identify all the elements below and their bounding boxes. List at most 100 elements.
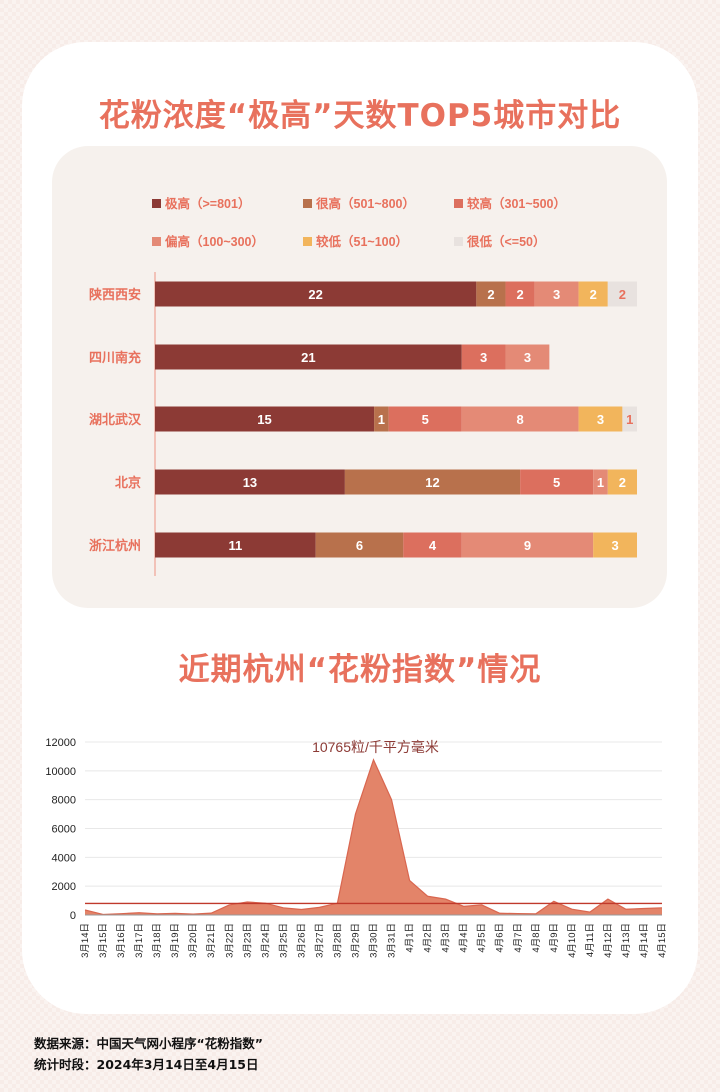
bar-segment: [578, 406, 623, 432]
bar-segment: [461, 532, 594, 558]
data-label: 2: [517, 287, 524, 302]
area-fill: [85, 759, 662, 915]
x-tick-label: 4月15日: [657, 923, 668, 958]
data-label: 22: [308, 287, 322, 302]
area-chart-title: 近期杭州“花粉指数”情况: [178, 652, 542, 688]
legend-label: 很低（<=50）: [466, 234, 546, 249]
y-tick-label: 2000: [52, 881, 76, 893]
bar-chart-title: 花粉浓度“极高”天数TOP5城市对比: [98, 98, 622, 134]
category-label: 四川南充: [89, 350, 141, 365]
bar-segment: [344, 469, 521, 495]
legend-swatch: [454, 237, 463, 246]
y-tick-label: 10000: [45, 766, 76, 778]
data-label: 2: [619, 475, 626, 490]
x-tick-label: 4月10日: [567, 923, 578, 958]
x-tick-label: 4月5日: [477, 923, 488, 953]
stacked-bar-chart: 极高（>=801） 很高（501~800） 较高（301~500） 偏高（100~30…: [89, 196, 637, 576]
data-label: 5: [553, 475, 560, 490]
bar-segment: [388, 406, 462, 432]
x-tick-label: 3月30日: [369, 923, 380, 958]
bar-segment: [155, 281, 477, 307]
x-tick-label: 3月18日: [152, 923, 163, 958]
y-tick-label: 8000: [52, 795, 76, 807]
bar-segment: [534, 281, 579, 307]
x-tick-label: 3月23日: [242, 923, 253, 958]
peak-annotation: 10765粒/千平方毫米: [312, 739, 439, 755]
legend-label: 极高（>=801）: [165, 196, 250, 211]
bar-segment: [155, 469, 345, 495]
x-tick-label: 3月17日: [134, 923, 145, 958]
x-tick-label: 4月2日: [423, 923, 434, 953]
y-tick-label: 4000: [52, 852, 76, 864]
data-label: 3: [597, 412, 604, 427]
x-tick-label: 3月27日: [314, 923, 325, 958]
bar-segment: [155, 406, 375, 432]
legend-swatch: [303, 199, 312, 208]
y-tick-label: 0: [70, 910, 76, 922]
data-label: 11: [228, 538, 242, 553]
bar-segment: [461, 344, 506, 370]
data-label: 15: [257, 412, 271, 427]
x-tick-label: 4月11日: [585, 923, 596, 957]
data-label: 13: [243, 475, 257, 490]
bar-segment: [461, 406, 579, 432]
x-tick-label: 3月16日: [116, 923, 127, 958]
x-tick-label: 3月19日: [170, 923, 181, 958]
data-label: 3: [611, 538, 618, 553]
legend-swatch: [454, 199, 463, 208]
x-tick-label: 3月14日: [80, 923, 91, 958]
bar-segment: [155, 532, 316, 558]
legend-label: 较高（301~500）: [467, 196, 566, 211]
legend-swatch: [152, 237, 161, 246]
bar-segment: [315, 532, 404, 558]
bar-segment: [476, 281, 506, 307]
x-tick-label: 3月22日: [224, 923, 235, 958]
data-label: 21: [301, 350, 315, 365]
bar-segment: [607, 281, 637, 307]
x-tick-label: 4月4日: [459, 923, 470, 953]
x-tick-label: 4月13日: [621, 923, 632, 958]
x-tick-label: 4月12日: [603, 923, 614, 958]
y-tick-label: 6000: [52, 824, 76, 836]
category-label: 陕西西安: [89, 287, 141, 302]
x-tick-label: 4月3日: [441, 923, 452, 953]
statistics-period: 统计时段：2024年3月14日至4月15日: [34, 1057, 259, 1072]
data-label: 5: [422, 412, 429, 427]
x-tick-label: 3月28日: [332, 923, 343, 958]
category-label: 湖北武汉: [89, 412, 142, 427]
area-line: [84, 758, 663, 916]
x-tick-label: 3月31日: [387, 923, 398, 958]
legend-label: 很高（501~800）: [315, 196, 415, 211]
x-tick-label: 4月1日: [405, 923, 416, 953]
area-chart: 0 2000 4000 6000 8000 10000 12000 3月14日 3月15日 3月1…: [45, 737, 668, 958]
data-label: 2: [590, 287, 597, 302]
data-source: 数据来源：中国天气网小程序“花粉指数”: [34, 1036, 263, 1051]
x-tick-label: 3月21日: [206, 923, 217, 958]
data-label: 3: [524, 350, 531, 365]
x-tick-label: 3月20日: [188, 923, 199, 958]
x-tick-label: 3月25日: [278, 923, 289, 958]
bar-segment: [520, 469, 594, 495]
x-tick-label: 4月7日: [513, 923, 524, 953]
data-label: 3: [553, 287, 560, 302]
bar-segment: [505, 281, 535, 307]
x-tick-label: 3月15日: [98, 923, 109, 958]
legend-swatch: [303, 237, 312, 246]
footer: 数据来源：中国天气网小程序“花粉指数” 统计时段：2024年3月14日至4月15…: [34, 1033, 263, 1075]
bar-segment: [607, 469, 637, 495]
x-tick-label: 3月26日: [296, 923, 307, 958]
legend-label: 偏高（100~300）: [165, 234, 264, 249]
data-label: 1: [597, 475, 604, 490]
x-tick-label: 3月29日: [350, 923, 361, 958]
data-label: 8: [517, 412, 524, 427]
bar-segment: [622, 406, 637, 432]
bar-segment: [155, 344, 462, 370]
legend-label: 较低（51~100）: [316, 234, 408, 249]
category-label: 浙江杭州: [89, 538, 141, 553]
data-label: 1: [626, 412, 633, 427]
bar-segment: [374, 406, 389, 432]
x-tick-label: 4月8日: [531, 923, 542, 953]
data-label: 4: [429, 538, 437, 553]
data-label: 3: [480, 350, 487, 365]
data-label: 9: [524, 538, 531, 553]
